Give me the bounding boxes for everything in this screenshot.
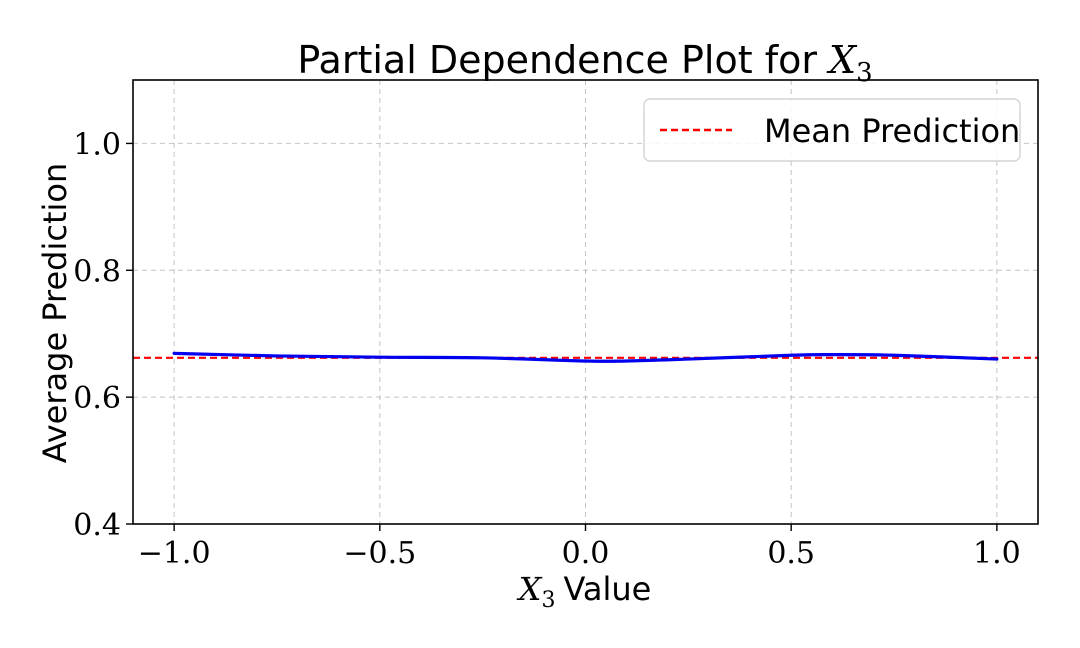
y-axis-label: Average Prediction: [36, 163, 74, 464]
legend: Mean Prediction: [643, 98, 1021, 162]
chart-title-subscript: 3: [856, 58, 873, 88]
x-tick-label: 0.0: [562, 536, 610, 571]
y-tick-label: 0.4: [73, 508, 121, 543]
series-group: [172, 351, 999, 363]
y-tick-label: 1.0: [73, 127, 121, 162]
legend-mean-prediction-label: Mean Prediction: [764, 112, 1020, 150]
chart-title: Partial Dependence Plot for X3: [297, 38, 872, 88]
y-tick-label: 0.8: [73, 254, 121, 289]
x-axis-label: X3 Value: [516, 570, 652, 613]
x-tick-label: 0.5: [767, 536, 815, 571]
x-axis-label-text: Value: [563, 570, 651, 608]
legend-box: [643, 98, 1021, 162]
x-axis-label-subscript: 3: [541, 588, 555, 613]
chart-title-variable: X: [826, 38, 858, 82]
partial-dependence-line: [172, 351, 999, 363]
x-axis-ticks: −1.0 −0.5 0.0 0.5 1.0: [138, 524, 1021, 571]
chart-title-text: Partial Dependence Plot for: [297, 38, 829, 82]
x-tick-label: 1.0: [973, 536, 1021, 571]
x-tick-label: −0.5: [343, 536, 416, 571]
y-axis-ticks: 0.4 0.6 0.8 1.0: [73, 127, 133, 543]
y-tick-label: 0.6: [73, 381, 121, 416]
x-axis-label-variable: X: [516, 570, 543, 608]
x-tick-label: −1.0: [138, 536, 211, 571]
